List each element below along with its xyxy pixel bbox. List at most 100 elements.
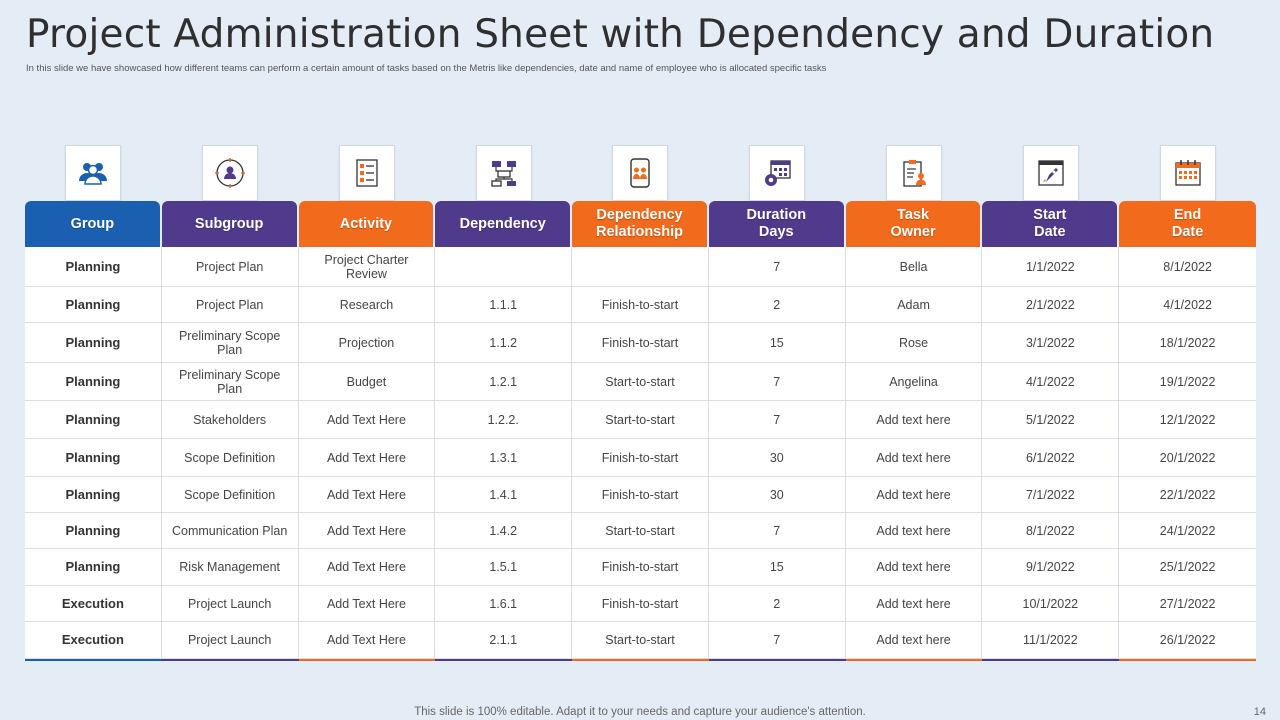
table-cell: Project Plan: [162, 247, 299, 286]
table-cell: Finish-to-start: [572, 287, 709, 322]
table-cell: Planning: [25, 323, 162, 362]
table-cell: 1.1.1: [435, 287, 573, 322]
table-cell: 2/1/2022: [982, 287, 1120, 322]
table-cell: Risk Management: [162, 549, 299, 585]
table-cell: 5/1/2022: [982, 401, 1120, 438]
team-icon-cell: [25, 145, 162, 201]
table-cell: Planning: [25, 513, 162, 548]
calendar-gear-icon: [749, 145, 806, 201]
table-cell: 7/1/2022: [982, 477, 1120, 512]
table-cell: 10/1/2022: [982, 586, 1120, 621]
table-cell: Project Plan: [162, 287, 299, 322]
table-cell: Add Text Here: [299, 439, 436, 476]
table-cell: Project Launch: [162, 622, 299, 658]
table-cell: 1.1.2: [435, 323, 573, 362]
table-cell: 1.3.1: [435, 439, 573, 476]
table-row: Planning Project Plan Project Charter Revi…: [25, 247, 1256, 287]
table-cell: Add Text Here: [299, 477, 436, 512]
table-row: Planning Communication Plan Add Text Here 1…: [25, 513, 1256, 549]
clipboard-person-icon: [886, 145, 943, 201]
table-cell: Communication Plan: [162, 513, 299, 548]
column-accent-line: [572, 659, 709, 661]
table-cell: 9/1/2022: [982, 549, 1120, 585]
table-row: Execution Project Launch Add Text Here 2.1.…: [25, 622, 1256, 659]
table-cell: 12/1/2022: [1159, 412, 1216, 427]
icon-row: [25, 145, 1256, 201]
table-cell: Preliminary Scope Plan: [162, 363, 299, 400]
table-cell: 2.1.1: [435, 622, 573, 658]
table-cell: Scope Definition: [162, 477, 299, 512]
column-header: End Date: [1119, 201, 1256, 247]
table-cell: Start-to-start: [572, 363, 709, 400]
flowchart-icon-cell: [435, 145, 572, 201]
table-cell: 19/1/2022: [1159, 374, 1216, 389]
table-row: Planning Preliminary Scope Plan Budget 1.2.…: [25, 363, 1256, 401]
table-cell: Start-to-start: [572, 513, 709, 548]
table-cell: 26/1/2022: [1159, 633, 1216, 647]
column-header: Activity: [298, 201, 434, 247]
table-cell: Finish-to-start: [572, 323, 709, 362]
table-row: Planning Scope Definition Add Text Here 1.3…: [25, 439, 1256, 477]
table-cell: Planning: [25, 439, 162, 476]
calendar-gear-icon-cell: [709, 145, 846, 201]
bottom-accent-lines: [25, 659, 1256, 661]
table-cell: Preliminary Scope Plan: [162, 323, 299, 362]
table-cell: 1.2.1: [435, 363, 573, 400]
table-row: Planning Risk Management Add Text Here 1.5.…: [25, 549, 1256, 586]
table-cell: Start-to-start: [572, 401, 709, 438]
rocket-window-icon-cell: [982, 145, 1119, 201]
table-row: Planning Stakeholders Add Text Here 1.2.2. S…: [25, 401, 1256, 439]
mobile-people-icon-cell: [572, 145, 709, 201]
table-cell: Angelina: [846, 363, 983, 400]
table-cell: 6/1/2022: [982, 439, 1120, 476]
table-cell: 22/1/2022: [1159, 487, 1216, 502]
table-cell: 1.4.1: [435, 477, 573, 512]
table-cell: 25/1/2022: [1159, 560, 1216, 574]
table-cell: Add Text Here: [299, 401, 436, 438]
table-cell: Finish-to-start: [572, 586, 709, 621]
team-icon: [65, 145, 122, 201]
table-cell: 11/1/2022: [982, 622, 1120, 658]
slide-footer: This slide is 100% editable. Adapt it to…: [414, 706, 866, 718]
checklist-icon-cell: [299, 145, 436, 201]
table-cell: 20/1/2022: [1159, 450, 1216, 465]
person-target-icon: [202, 145, 259, 201]
column-header: Subgroup: [161, 201, 297, 247]
column-accent-line: [1119, 659, 1256, 661]
table-cell: 7: [709, 513, 846, 548]
table-cell: Planning: [25, 247, 162, 286]
column-header: Start Date: [982, 201, 1118, 247]
table-cell: Add Text Here: [299, 622, 436, 658]
table-cell: Add Text Here: [299, 513, 436, 548]
column-header: Group: [25, 201, 160, 247]
table-cell: Planning: [25, 401, 162, 438]
column-header: Duration Days: [708, 201, 844, 247]
table-cell: Planning: [25, 363, 162, 400]
table-cell: 1.5.1: [435, 549, 573, 585]
calendar-icon: [1159, 145, 1216, 201]
table-cell: Start-to-start: [572, 622, 709, 658]
table-cell: 30: [709, 439, 846, 476]
column-accent-line: [161, 659, 299, 661]
table-cell: [435, 247, 573, 286]
table-cell: Finish-to-start: [572, 477, 709, 512]
table-cell: Execution: [25, 622, 162, 658]
table-cell: 4/1/2022: [982, 363, 1120, 400]
table-body: Planning Project Plan Project Charter Revi…: [25, 247, 1256, 659]
table-cell: 7: [709, 363, 846, 400]
checklist-icon: [338, 145, 395, 201]
table-cell: Planning: [25, 549, 162, 585]
table-cell: 7: [709, 401, 846, 438]
table-cell: Add text here: [846, 439, 983, 476]
table-cell: Planning: [25, 287, 162, 322]
column-header: Task Owner: [845, 201, 981, 247]
table-cell: Finish-to-start: [572, 439, 709, 476]
table-cell: 1/1/2022: [982, 247, 1120, 286]
header-row: Group Subgroup Activity Dependency Dependenc…: [25, 201, 1256, 247]
table-cell: Bella: [846, 247, 983, 286]
table-cell: 1.6.1: [435, 586, 573, 621]
table-cell: 1.4.2: [435, 513, 573, 548]
table-cell: 15: [709, 549, 846, 585]
table-cell: Research: [299, 287, 436, 322]
table-cell: Budget: [299, 363, 436, 400]
